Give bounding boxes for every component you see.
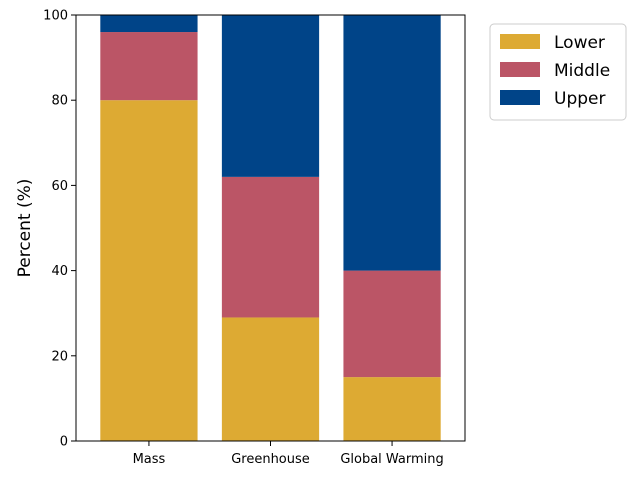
x-tick-label: Mass [133,452,166,467]
legend-swatch-upper [500,90,540,105]
x-axis: Mass Greenhouse Global Warming [133,441,444,467]
bar-upper-greenhouse [221,15,320,177]
bar-lower-mass [100,100,198,441]
legend-label-middle: Middle [554,61,610,81]
y-tick-label: 80 [51,94,68,109]
legend-swatch-lower [500,34,540,49]
bar-upper-mass [100,15,198,33]
legend-swatch-middle [500,62,540,77]
legend: Lower Middle Upper [489,23,627,121]
legend-label-lower: Lower [554,33,605,53]
legend-label-upper: Upper [554,89,605,109]
bar-upper-global-warming [343,15,441,271]
x-tick-label: Greenhouse [231,452,310,467]
bar-middle-greenhouse [221,176,320,318]
x-tick-label: Global Warming [340,452,443,467]
y-tick-label: 0 [60,435,68,450]
bar-lower-global-warming [343,377,441,441]
y-axis-label: Percent (%) [15,179,35,278]
y-tick-label: 60 [51,179,68,194]
bar-middle-global-warming [343,270,441,378]
bars-layer [100,15,441,441]
y-tick-label: 20 [51,349,68,364]
y-axis: 0 20 40 60 80 100 [43,9,76,450]
bar-lower-greenhouse [221,317,320,441]
y-tick-label: 40 [51,264,68,279]
y-tick-label: 100 [43,9,68,24]
bar-middle-mass [100,32,198,101]
